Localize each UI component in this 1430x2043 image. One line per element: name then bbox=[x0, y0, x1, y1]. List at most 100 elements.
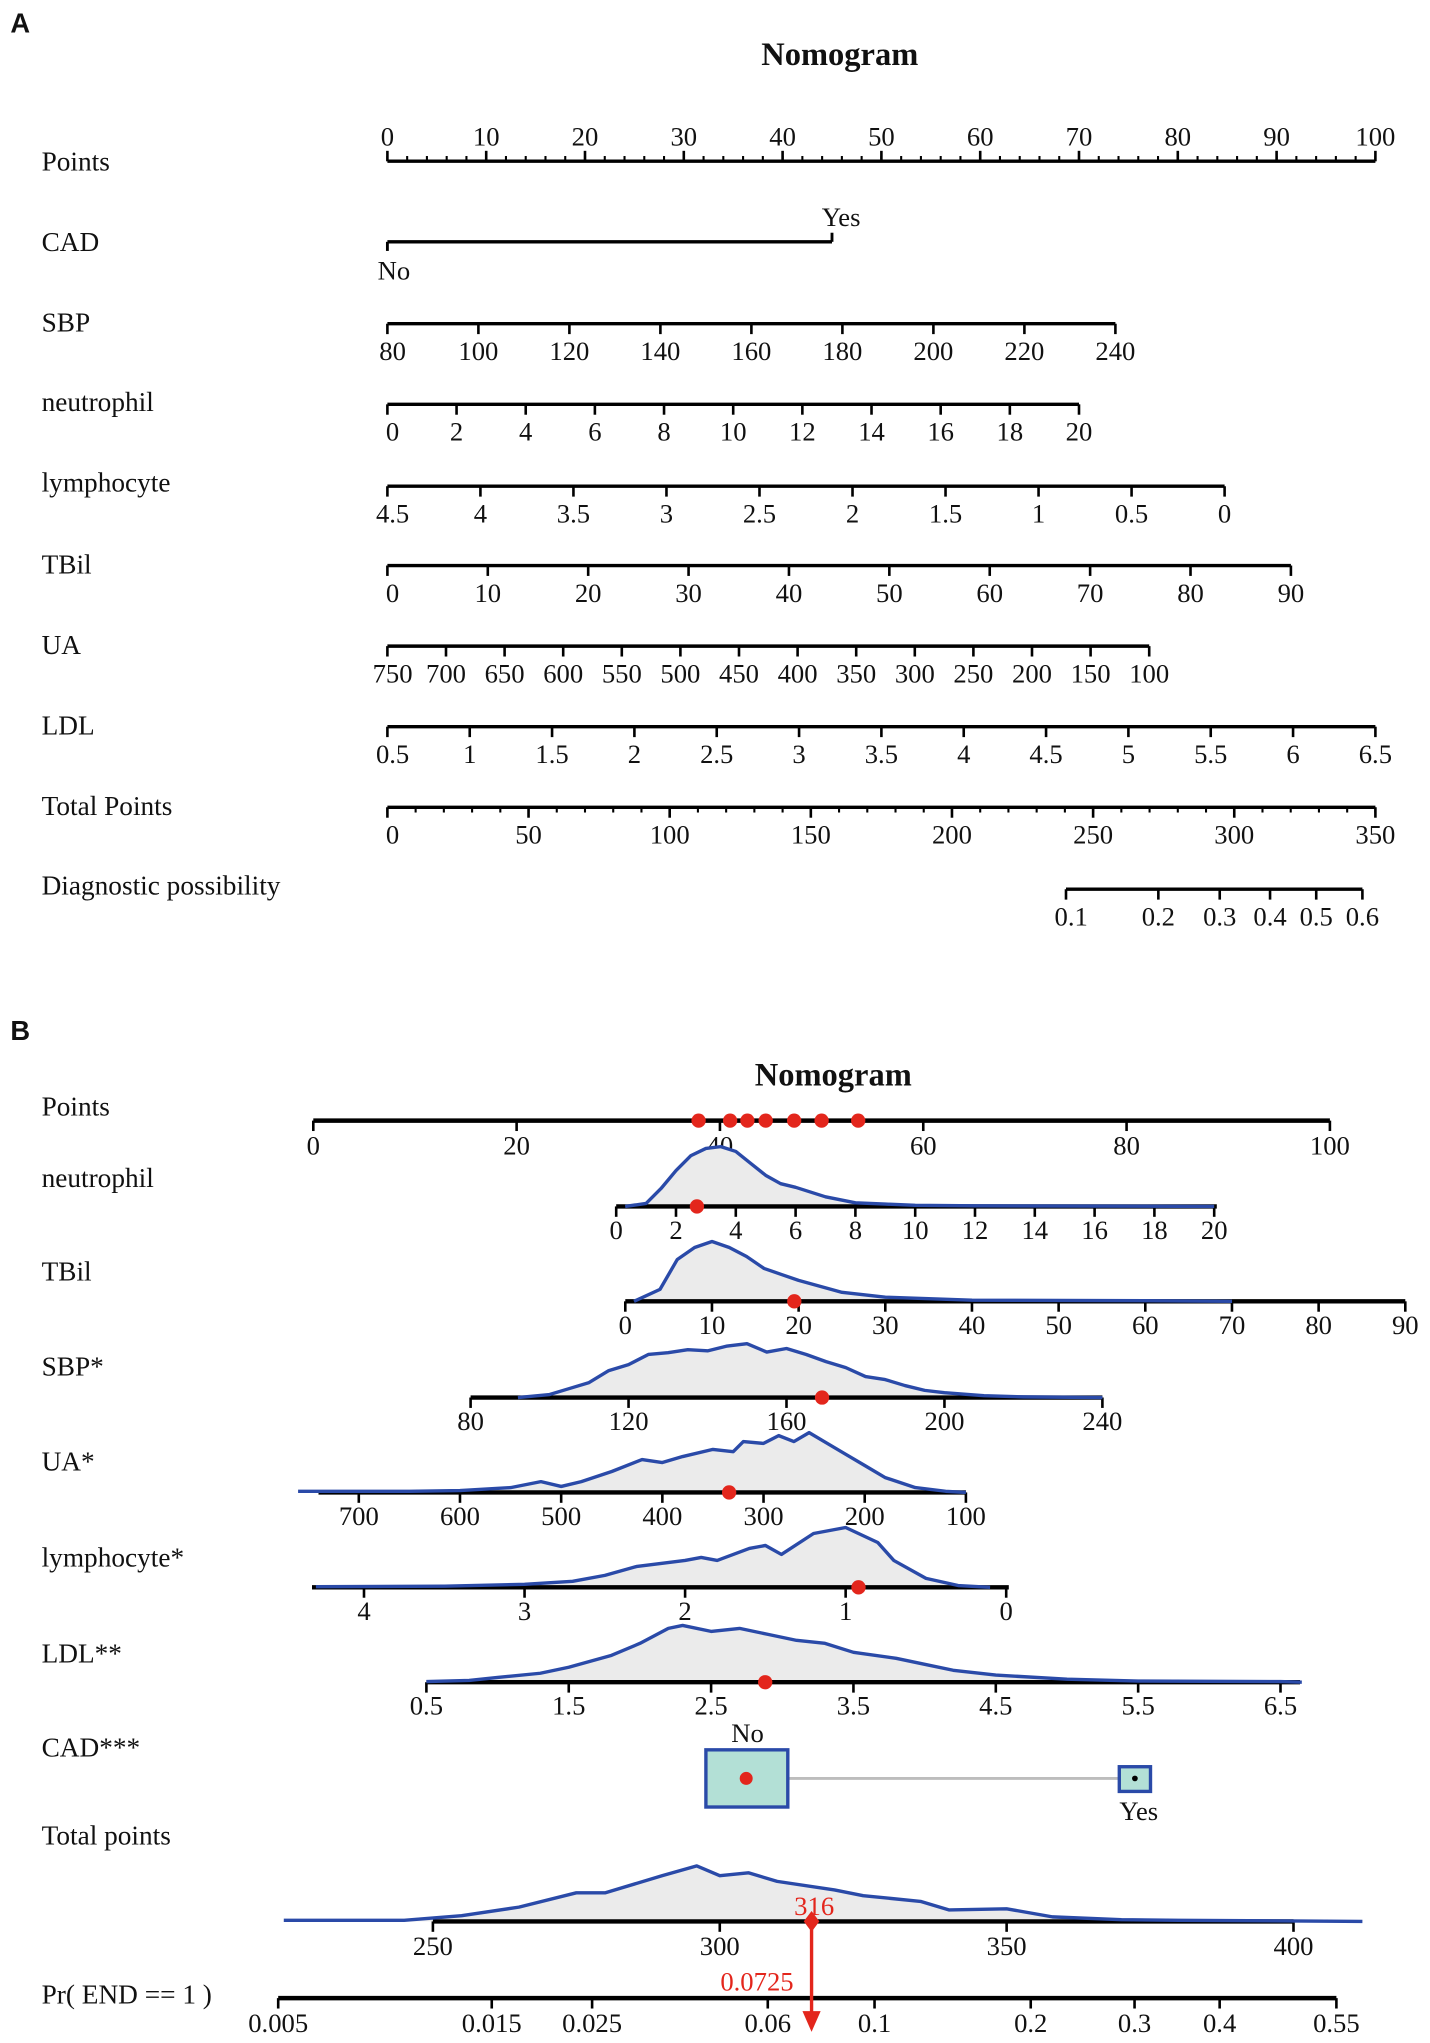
panel-a-tick-label-tbil: 40 bbox=[776, 578, 803, 608]
panel-b-tick-label-sbp: 120 bbox=[609, 1406, 649, 1436]
panel-a-tick-label-ua: 450 bbox=[719, 659, 759, 689]
panel-b-tick-label-tbil: 0 bbox=[619, 1310, 632, 1340]
panel-a-tick-label-ua: 350 bbox=[836, 659, 876, 689]
panel-a-tick-label-neutrophil: 0 bbox=[386, 417, 399, 447]
panel-a-tick-label-ldl: 5 bbox=[1122, 739, 1135, 769]
panel-b-tick-label-probability: 0.015 bbox=[462, 2008, 522, 2038]
panel-b-tick-label-tbil: 80 bbox=[1305, 1310, 1332, 1340]
panel-a-row-label-lymphocyte: lymphocyte bbox=[42, 467, 171, 497]
panel-b-tick-label-points: 80 bbox=[1113, 1130, 1140, 1160]
panel-a-tick-label-points: 0 bbox=[381, 122, 394, 152]
panel-b-tick-label-probability: 0.2 bbox=[1014, 2008, 1047, 2038]
panel-a-tick-label-ua: 400 bbox=[778, 659, 818, 689]
panel-a-tick-label-ldl: 4.5 bbox=[1029, 739, 1062, 769]
panel-a-row-label-ldl: LDL bbox=[42, 711, 95, 741]
panel-a-tick-label-neutrophil: 20 bbox=[1066, 417, 1093, 447]
panel-b-tick-label-sbp: 80 bbox=[457, 1406, 484, 1436]
panel-b-tick-label-ldl: 2.5 bbox=[694, 1691, 727, 1721]
panel-a-tick-label-ua: 600 bbox=[543, 659, 583, 689]
panel-a-tick-label-tbil: 80 bbox=[1177, 578, 1204, 608]
panel-b-points-marker bbox=[814, 1113, 829, 1128]
panel-a-row-label-points: Points bbox=[42, 146, 110, 176]
panel-b-row-label-points: Points bbox=[42, 1091, 110, 1121]
panel-b-tick-label-total: 250 bbox=[413, 1931, 453, 1961]
panel-a-tick-label-neutrophil: 14 bbox=[858, 417, 885, 447]
panel-b-row-label-total: Total points bbox=[42, 1821, 171, 1851]
panel-b-tick-label-probability: 0.005 bbox=[248, 2008, 308, 2038]
panel-a-tick-label-ua: 650 bbox=[485, 659, 525, 689]
panel-b-value-marker-lymphocyte bbox=[851, 1580, 866, 1595]
panel-a-tick-label-tbil: 30 bbox=[675, 578, 702, 608]
panel-b-tick-label-probability: 0.4 bbox=[1203, 2008, 1236, 2038]
panel-b-tick-label-neutrophil: 4 bbox=[729, 1215, 742, 1245]
panel-a-tick-label-prob: 0.4 bbox=[1253, 902, 1286, 932]
panel-b-density-fill-sbp bbox=[517, 1343, 1103, 1398]
panel-a-tick-label-prob: 0.2 bbox=[1142, 902, 1175, 932]
panel-a-tick-label-ua: 150 bbox=[1071, 659, 1111, 689]
panel-a-tick-label-points: 70 bbox=[1066, 122, 1093, 152]
panel-b-row-label-lymphocyte: lymphocyte* bbox=[42, 1543, 185, 1573]
panel-a-tick-label-points: 60 bbox=[967, 122, 994, 152]
panel-a-tick-label-points: 50 bbox=[868, 122, 895, 152]
panel-b-density-fill-ua bbox=[298, 1432, 966, 1493]
panel-b-tick-label-sbp: 160 bbox=[767, 1406, 807, 1436]
panel-a-row-label-tbil: TBil bbox=[42, 549, 92, 579]
panel-b-tick-label-ua: 600 bbox=[440, 1501, 480, 1531]
panel-b-points-marker bbox=[851, 1113, 866, 1128]
panel-b-points-marker bbox=[758, 1113, 773, 1128]
panel-a-tick-label-tbil: 50 bbox=[876, 578, 903, 608]
panel-a-row-label-cad: CAD bbox=[42, 227, 100, 257]
panel-b-tick-label-neutrophil: 6 bbox=[789, 1215, 802, 1245]
panel-b-cad-box-no bbox=[704, 1748, 790, 1809]
panel-b-density-line-neutrophil bbox=[624, 1144, 1215, 1209]
panel-a-tick-label-neutrophil: 4 bbox=[519, 417, 532, 447]
panel-a-tick-label-ua: 200 bbox=[1012, 659, 1052, 689]
panel-b-density-line-ldl bbox=[426, 1623, 1302, 1684]
panel-a-tick-label-total: 300 bbox=[1214, 820, 1254, 850]
panel-a-tick-label-lymphocyte: 1 bbox=[1032, 499, 1045, 529]
panel-a-tick-label-sbp: 100 bbox=[458, 336, 498, 366]
panel-a-tick-label-lymphocyte: 0 bbox=[1218, 499, 1231, 529]
panel-a-tick-label-tbil: 60 bbox=[976, 578, 1003, 608]
panel-b-letter: B bbox=[10, 1015, 30, 1046]
panel-a-tick-label-sbp: 140 bbox=[640, 336, 680, 366]
panel-b-probability-value-label: 0.0725 bbox=[720, 1966, 793, 1996]
panel-b-tick-label-ua: 200 bbox=[845, 1501, 885, 1531]
panel-a-tick-label-points: 80 bbox=[1164, 122, 1191, 152]
panel-b-row-label-ua: UA* bbox=[42, 1446, 95, 1476]
panel-a-tick-label-points: 90 bbox=[1263, 122, 1290, 152]
panel-b-tick-label-tbil: 40 bbox=[959, 1310, 986, 1340]
panel-b-density-line-tbil bbox=[633, 1239, 1233, 1304]
panel-a-tick-label-ua: 500 bbox=[660, 659, 700, 689]
panel-b-tick-label-points: 20 bbox=[503, 1130, 530, 1160]
panel-a-tick-label-neutrophil: 12 bbox=[789, 417, 816, 447]
panel-a-tick-label-sbp: 160 bbox=[731, 336, 771, 366]
panel-b-row-label-neutrophil: neutrophil bbox=[42, 1163, 155, 1193]
panel-a-tick-label-tbil: 0 bbox=[386, 578, 399, 608]
panel-b-tick-label-sbp: 200 bbox=[924, 1406, 964, 1436]
panel-a-tick-label-lymphocyte: 2.5 bbox=[743, 499, 776, 529]
panel-a-tick-label-ldl: 3.5 bbox=[865, 739, 898, 769]
panel-a-tick-label-prob: 0.3 bbox=[1203, 902, 1236, 932]
panel-a-tick-label-ua: 700 bbox=[426, 659, 466, 689]
panel-a-tick-label-tbil: 90 bbox=[1278, 578, 1305, 608]
panel-b-tick-label-sbp: 240 bbox=[1082, 1406, 1122, 1436]
panel-a-tick-label-neutrophil: 16 bbox=[927, 417, 954, 447]
panel-a-tick-label-total: 350 bbox=[1355, 820, 1395, 850]
panel-a-tick-label-tbil: 20 bbox=[575, 578, 602, 608]
panel-b-tick-label-neutrophil: 8 bbox=[849, 1215, 862, 1245]
panel-a-tick-label-points: 20 bbox=[572, 122, 599, 152]
panel-a-tick-label-lymphocyte: 3 bbox=[660, 499, 673, 529]
panel-a-tick-label-total: 100 bbox=[650, 820, 690, 850]
panel-a-row-label-ua: UA bbox=[42, 630, 82, 660]
panel-a-tick-label-lymphocyte: 3.5 bbox=[557, 499, 590, 529]
panel-b-density-line-sbp bbox=[517, 1342, 1103, 1400]
panel-a-tick-label-lymphocyte: 1.5 bbox=[929, 499, 962, 529]
panel-a-tick-label-lymphocyte: 4 bbox=[474, 499, 487, 529]
panel-b-tick-label-lymphocyte: 2 bbox=[678, 1596, 691, 1626]
panel-a-tick-label-points: 100 bbox=[1355, 122, 1395, 152]
panel-b-density-fill-tbil bbox=[633, 1241, 1233, 1302]
panel-b-tick-label-neutrophil: 16 bbox=[1081, 1215, 1108, 1245]
panel-a-tick-label-sbp: 240 bbox=[1095, 336, 1135, 366]
